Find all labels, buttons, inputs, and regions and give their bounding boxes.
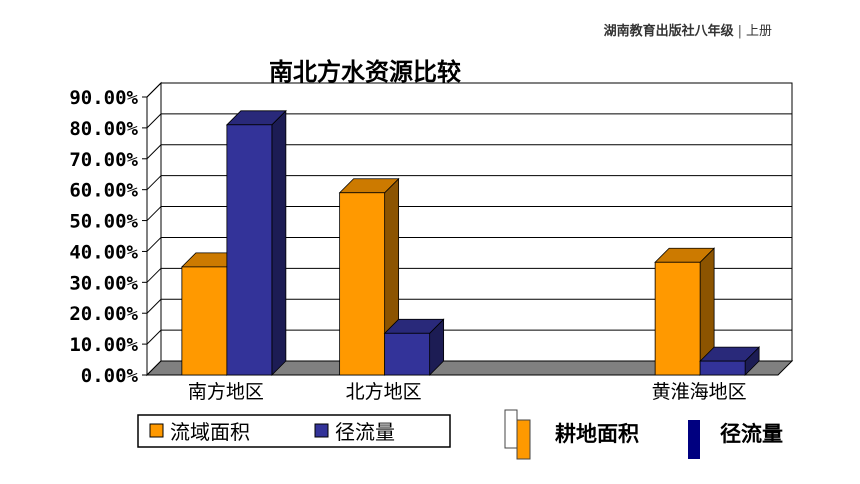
extra-legend-swatch-1 — [516, 419, 531, 460]
x-tick-label: 南方地区 — [188, 381, 264, 403]
bar-front — [226, 124, 273, 376]
y-tick-label: 20.00% — [69, 303, 138, 325]
extra-legend-white-block — [504, 409, 518, 449]
plot-area: 0.00% 10.00% 20.00% 30.00% 40.00% 50.00% 60.00… — [69, 81, 794, 403]
gridline-side — [146, 144, 162, 160]
bar-径流量-黄淮海地区 — [699, 346, 761, 376]
gridline-side — [146, 237, 162, 252]
bar-front — [384, 332, 431, 376]
extra-legend-label-1: 耕地面积 — [555, 422, 639, 446]
legend-label-流域面积: 流域面积 — [170, 420, 250, 444]
gridline-side — [146, 298, 162, 314]
bar-side — [271, 109, 287, 376]
gridline-side — [146, 267, 162, 283]
extra-legend: 耕地面积 径流量 — [504, 409, 783, 460]
y-tick-label: 80.00% — [69, 118, 138, 140]
bar-径流量-南方地区 — [225, 109, 287, 376]
legend-label-径流量: 径流量 — [335, 420, 395, 444]
bar-流域面积-北方地区 — [338, 177, 400, 376]
bar-流域面积-黄淮海地区 — [654, 247, 716, 376]
legend-swatch-径流量 — [314, 423, 329, 438]
gridline-side — [146, 329, 162, 345]
y-tick-label: 90.00% — [69, 87, 138, 109]
gridline-side — [146, 113, 162, 129]
y-tick-label: 40.00% — [69, 241, 138, 263]
y-tick-label: 30.00% — [69, 272, 138, 294]
extra-legend-label-2: 径流量 — [720, 422, 783, 446]
extra-legend-swatch-2 — [688, 420, 700, 459]
gridline-side — [146, 82, 162, 98]
legend-swatch-流域面积 — [149, 423, 164, 438]
gridline-side — [146, 175, 162, 191]
y-tick-label: 60.00% — [69, 180, 138, 202]
bar-径流量-北方地区 — [383, 318, 445, 376]
bar-front — [181, 266, 228, 376]
bar-front — [654, 261, 701, 376]
publisher-volume: 上册 — [745, 24, 772, 39]
bar-front — [339, 192, 386, 376]
publisher-header: 湖南教育出版社八年级 | 上册 — [604, 20, 772, 39]
bar-front — [699, 360, 746, 376]
legend: 流域面积 径流量 — [137, 414, 451, 448]
gridline-side — [146, 206, 162, 221]
chart-title: 南北方水资源比较 — [269, 58, 461, 86]
x-tick-label: 黄淮海地区 — [652, 381, 747, 403]
y-tick-label: 70.00% — [69, 149, 138, 171]
legend-box — [137, 414, 451, 448]
publisher-name: 湖南教育出版社八年级 — [603, 24, 734, 39]
side-wall — [146, 81, 162, 377]
x-tick-label: 北方地区 — [346, 381, 422, 403]
publisher-separator: | — [737, 24, 742, 39]
y-tick-label: 10.00% — [69, 334, 138, 356]
y-tick-label: 50.00% — [69, 211, 138, 233]
y-tick-label: 0.00% — [81, 365, 139, 387]
